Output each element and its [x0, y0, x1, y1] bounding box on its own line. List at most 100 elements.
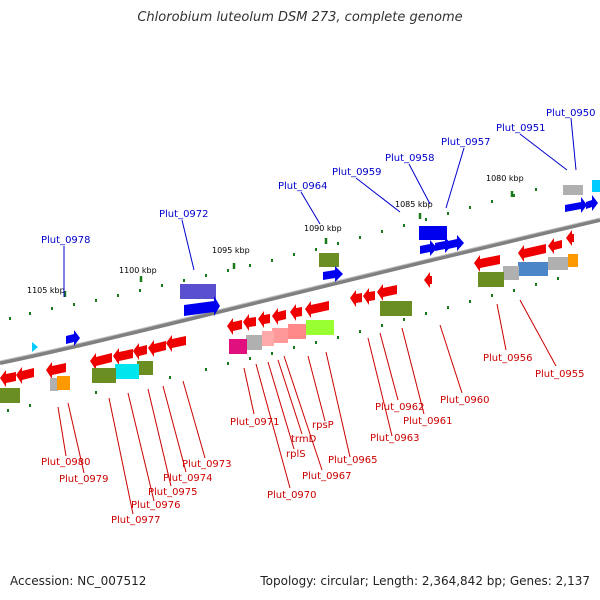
- gene-label-plut-0961: Plut_0961: [403, 416, 453, 427]
- scale-label-1100: 1100 kbp: [119, 266, 157, 275]
- reverse-strand-genes: [0, 230, 578, 403]
- gene-arrow-plut-0979: [46, 362, 66, 379]
- gene-arrow-plut-0964: [323, 266, 343, 282]
- gene-label-plut-0979: Plut_0979: [59, 474, 109, 485]
- gene-label-plut-0980: Plut_0980: [41, 457, 91, 468]
- gene-label-plut-0971: Plut_0971: [230, 417, 280, 428]
- gene-label-plut-0959: Plut_0959: [332, 167, 382, 178]
- gene-block-plut-0972-purple: [180, 284, 216, 299]
- gene-arrow-plut-0959: [448, 235, 464, 251]
- top-label-connectors: [63, 117, 577, 297]
- gene-label-plut-0950: Plut_0950: [546, 108, 596, 119]
- gene-block-plut-0956-grey: [548, 257, 568, 270]
- gene-block-rpls-pink: [262, 331, 274, 346]
- genome-summary-text: Topology: circular; Length: 2,364,842 bp…: [260, 574, 590, 588]
- gene-block-rpsp-pink: [288, 324, 306, 339]
- gene-block-plut-0960-green: [478, 272, 504, 287]
- gene-arrow-plut-0963: [350, 290, 362, 307]
- gene-arrow-plut-0960: [474, 255, 500, 272]
- gene-label-plut-0958: Plut_0958: [385, 153, 435, 164]
- gene-arrow-plut-0970: [243, 314, 256, 331]
- gene-arrow-plut-0978: [66, 330, 80, 346]
- gene-arrow-plut-0972: [184, 296, 220, 316]
- gene-block-plut-0975-green: [137, 361, 153, 375]
- gene-block-plut-0950: [563, 185, 583, 195]
- gene-label-rpsp: rpsP: [312, 420, 334, 431]
- gene-block-plut-0956-grey2: [503, 266, 519, 280]
- genome-backbone-highlight: [0, 217, 600, 362]
- map-title: Chlorobium luteolum DSM 273, complete ge…: [137, 10, 463, 25]
- bottom-labels: Plut_0955 Plut_0956 Plut_0960 Plut_0961 …: [41, 353, 585, 526]
- bottom-label-connectors: [57, 299, 557, 515]
- gene-arrow-plut-0950: [565, 197, 587, 213]
- gene-arrow-plut-0980: [0, 370, 16, 387]
- scale-label-1095: 1095 kbp: [212, 246, 250, 255]
- gene-arrow-plut-0977: [90, 353, 112, 370]
- gene-label-plut-0977: Plut_0977: [111, 515, 161, 526]
- gene-arrow-plut-0962: [377, 284, 397, 301]
- gene-arrow-plut-0958: [420, 240, 437, 256]
- gene-arrow-plut-0961: [424, 272, 432, 288]
- gene-label-rpls: rplS: [286, 449, 306, 460]
- scale-labels: 1080 kbp 1085 kbp 1090 kbp 1095 kbp 1100…: [27, 174, 524, 295]
- gene-arrow-plut-0980b: [16, 367, 34, 384]
- gene-label-plut-0965: Plut_0965: [328, 455, 378, 466]
- gene-block-plut-0980-green: [0, 388, 20, 403]
- gene-label-plut-0976: Plut_0976: [131, 500, 181, 511]
- gene-label-plut-0956: Plut_0956: [483, 353, 533, 364]
- gene-block-trmd-pink: [272, 328, 288, 343]
- gene-block-plut-0950-cyan: [592, 180, 600, 192]
- scale-label-1090: 1090 kbp: [304, 224, 342, 233]
- gene-label-plut-0973: Plut_0973: [182, 459, 232, 470]
- gene-block-plut-0971-magenta: [229, 339, 247, 354]
- gene-arrow-small-cyan: [32, 342, 38, 352]
- gene-label-plut-0964: Plut_0964: [278, 181, 328, 192]
- gene-block-plut-0970-grey: [246, 335, 262, 350]
- gene-label-plut-0955: Plut_0955: [535, 369, 585, 380]
- gene-label-trmd: trmD: [291, 434, 317, 445]
- gene-label-plut-0951: Plut_0951: [496, 123, 546, 134]
- gene-label-plut-0972: Plut_0972: [159, 209, 209, 220]
- scale-label-1080: 1080 kbp: [486, 174, 524, 183]
- gene-arrow-plut-0956b: [518, 244, 546, 262]
- gene-arrow-trmd: [272, 308, 286, 325]
- gene-block-plut-0962-green: [380, 301, 412, 316]
- gene-arrow-plut-0951: [586, 195, 598, 211]
- gene-arrow-plut-0956: [548, 238, 562, 254]
- gene-label-plut-0970: Plut_0970: [267, 490, 317, 501]
- gene-block-plut-0957: [419, 226, 447, 240]
- gene-block-plut-0979-grey: [50, 378, 58, 391]
- gene-block-plut-0977-green: [92, 368, 116, 383]
- gene-arrow-plut-0973: [166, 335, 186, 352]
- gene-label-plut-0963: Plut_0963: [370, 433, 420, 444]
- gene-label-plut-0962: Plut_0962: [375, 402, 425, 413]
- gene-arrow-plut-0971: [227, 318, 242, 335]
- gene-label-plut-0967: Plut_0967: [302, 471, 352, 482]
- gene-arrow-plut-0955: [566, 230, 574, 246]
- gene-block-plut-0956-steel: [518, 262, 548, 276]
- gene-label-plut-0978: Plut_0978: [41, 235, 91, 246]
- scale-label-1105: 1105 kbp: [27, 286, 65, 295]
- gene-arrow-plut-0965: [305, 301, 329, 318]
- gene-arrow-rpls: [258, 311, 270, 328]
- forward-strand-genes: [32, 180, 600, 352]
- scale-ticks: [7, 188, 559, 412]
- gene-arrow-plut-0958b: [435, 237, 452, 253]
- gene-block-plut-0965-lime: [306, 320, 334, 335]
- top-labels: Plut_0950 Plut_0951 Plut_0957 Plut_0958 …: [41, 108, 596, 246]
- gene-block-plut-0976-cyan: [115, 364, 139, 379]
- gene-block-plut-0964-green: [319, 253, 339, 267]
- genome-backbone: [0, 218, 600, 365]
- gene-block-plut-0979-orange: [57, 376, 70, 390]
- accession-text: Accession: NC_007512: [10, 574, 147, 588]
- gene-arrow-plut-0974: [148, 340, 166, 357]
- gene-arrow-plut-0963b: [363, 288, 375, 305]
- gene-label-plut-0960: Plut_0960: [440, 395, 490, 406]
- scale-label-1085: 1085 kbp: [395, 200, 433, 209]
- gene-arrow-plut-0975: [133, 343, 147, 360]
- gene-arrow-plut-0976: [113, 348, 133, 365]
- gene-arrow-rpsp: [290, 304, 302, 321]
- gene-label-plut-0974: Plut_0974: [163, 473, 213, 484]
